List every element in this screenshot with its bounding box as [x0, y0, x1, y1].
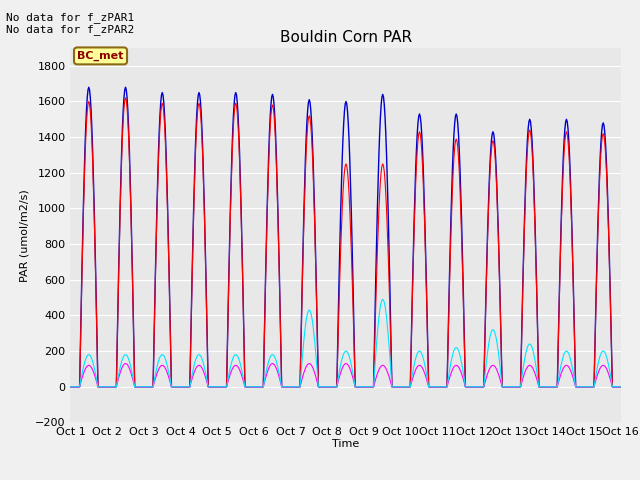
totPAR: [85, 84, 93, 90]
Text: BC_met: BC_met: [77, 51, 124, 61]
Line: PAR_out: PAR_out: [70, 363, 621, 387]
PAR_out: [429, 384, 437, 390]
Title: Bouldin Corn PAR: Bouldin Corn PAR: [280, 30, 412, 46]
PAR_out: [77, 381, 84, 387]
difPAR: [379, 297, 387, 302]
PAR_out: [67, 384, 74, 390]
PAR_out: [134, 384, 141, 390]
difPAR: [218, 384, 226, 390]
difPAR: [77, 380, 84, 385]
totPAR: [617, 384, 625, 390]
totPAR: [429, 384, 437, 390]
X-axis label: Time: Time: [332, 439, 359, 449]
totPAR: [77, 345, 84, 350]
Text: No data for f_zPAR1
No data for f_zPAR2: No data for f_zPAR1 No data for f_zPAR2: [6, 12, 134, 36]
totPAR: [134, 384, 141, 390]
difPAR: [133, 384, 141, 390]
PAR_in: [134, 384, 141, 390]
Y-axis label: PAR (umol/m2/s): PAR (umol/m2/s): [19, 189, 29, 282]
totPAR: [190, 205, 198, 211]
Line: difPAR: difPAR: [70, 300, 621, 387]
PAR_out: [219, 384, 227, 390]
difPAR: [189, 368, 196, 373]
difPAR: [67, 384, 74, 390]
difPAR: [617, 384, 625, 390]
PAR_in: [413, 148, 421, 154]
Line: totPAR: totPAR: [70, 87, 621, 387]
PAR_in: [219, 384, 227, 390]
Line: PAR_in: PAR_in: [70, 98, 621, 387]
PAR_out: [413, 364, 421, 370]
PAR_out: [190, 371, 198, 377]
difPAR: [413, 351, 421, 357]
PAR_in: [77, 347, 84, 352]
PAR_in: [67, 384, 74, 390]
totPAR: [219, 384, 227, 390]
PAR_out: [122, 360, 129, 366]
PAR_out: [617, 384, 625, 390]
PAR_in: [190, 211, 198, 217]
totPAR: [67, 384, 74, 390]
PAR_in: [122, 95, 129, 101]
totPAR: [413, 132, 421, 138]
PAR_in: [429, 384, 437, 390]
difPAR: [429, 384, 437, 390]
PAR_in: [617, 384, 625, 390]
